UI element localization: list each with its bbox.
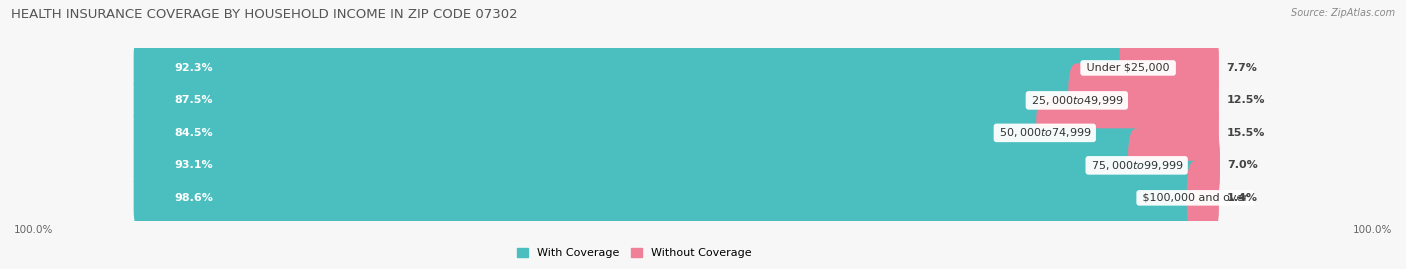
FancyBboxPatch shape [134, 161, 1204, 235]
Text: 100.0%: 100.0% [14, 225, 53, 235]
Text: 98.6%: 98.6% [174, 193, 214, 203]
Text: Source: ZipAtlas.com: Source: ZipAtlas.com [1291, 8, 1395, 18]
FancyBboxPatch shape [134, 31, 1219, 105]
Text: $100,000 and over: $100,000 and over [1139, 193, 1251, 203]
Text: 15.5%: 15.5% [1226, 128, 1265, 138]
FancyBboxPatch shape [134, 63, 1085, 137]
FancyBboxPatch shape [1128, 128, 1220, 202]
Text: HEALTH INSURANCE COVERAGE BY HOUSEHOLD INCOME IN ZIP CODE 07302: HEALTH INSURANCE COVERAGE BY HOUSEHOLD I… [11, 8, 517, 21]
Text: Under $25,000: Under $25,000 [1083, 63, 1173, 73]
Legend: With Coverage, Without Coverage: With Coverage, Without Coverage [517, 248, 751, 258]
Text: 93.1%: 93.1% [174, 160, 212, 170]
FancyBboxPatch shape [134, 128, 1219, 202]
FancyBboxPatch shape [134, 128, 1146, 202]
FancyBboxPatch shape [1119, 31, 1219, 105]
Text: 7.7%: 7.7% [1226, 63, 1257, 73]
Text: 87.5%: 87.5% [174, 95, 212, 105]
FancyBboxPatch shape [134, 63, 1219, 137]
Text: 12.5%: 12.5% [1226, 95, 1265, 105]
Text: 84.5%: 84.5% [174, 128, 212, 138]
FancyBboxPatch shape [134, 161, 1219, 235]
Text: $50,000 to $74,999: $50,000 to $74,999 [997, 126, 1092, 139]
FancyBboxPatch shape [134, 31, 1136, 105]
Text: $75,000 to $99,999: $75,000 to $99,999 [1088, 159, 1185, 172]
FancyBboxPatch shape [134, 96, 1053, 170]
Text: $25,000 to $49,999: $25,000 to $49,999 [1028, 94, 1125, 107]
Text: 1.4%: 1.4% [1226, 193, 1257, 203]
FancyBboxPatch shape [1187, 161, 1219, 235]
Text: 7.0%: 7.0% [1227, 160, 1258, 170]
FancyBboxPatch shape [134, 96, 1219, 170]
Text: 100.0%: 100.0% [1353, 225, 1392, 235]
FancyBboxPatch shape [1036, 96, 1219, 170]
FancyBboxPatch shape [1069, 63, 1219, 137]
Text: 92.3%: 92.3% [174, 63, 212, 73]
